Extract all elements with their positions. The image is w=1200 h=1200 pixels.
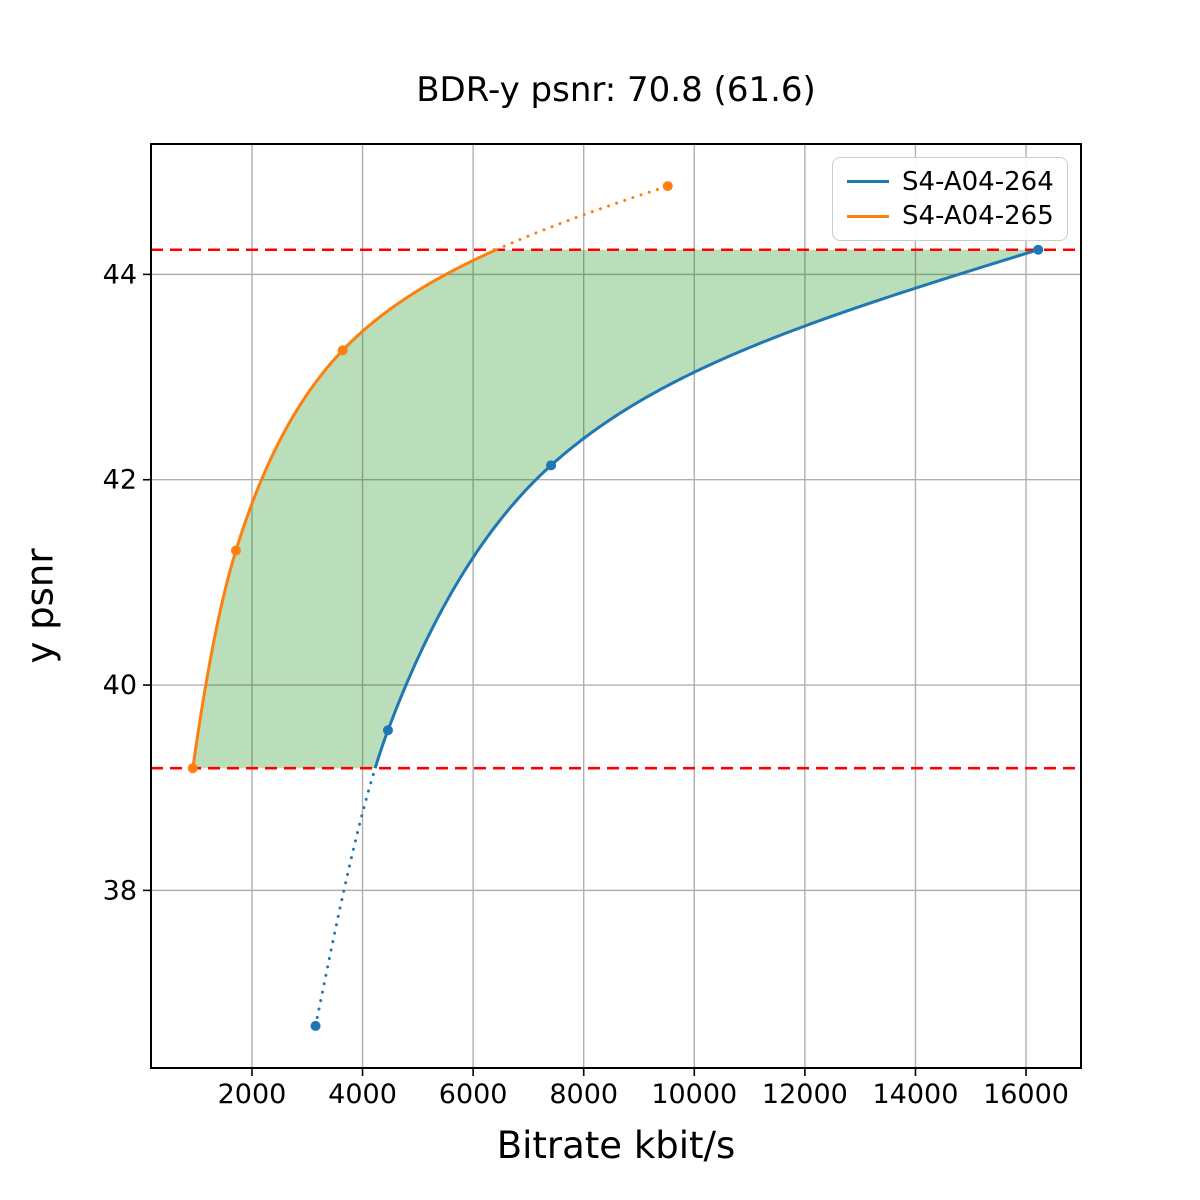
svg-text:14000: 14000 [873, 1079, 959, 1110]
svg-text:42: 42 [103, 465, 137, 496]
svg-text:16000: 16000 [983, 1079, 1069, 1110]
svg-text:8000: 8000 [549, 1079, 618, 1110]
overlap-bound-lines [151, 248, 1081, 770]
grid [151, 144, 1081, 1068]
markers-S4-A04-264 [310, 244, 1044, 1031]
svg-text:12000: 12000 [762, 1079, 848, 1110]
legend-entry: S4-A04-265 [847, 202, 1057, 231]
svg-text:2000: 2000 [218, 1079, 287, 1110]
svg-text:10000: 10000 [651, 1079, 737, 1110]
axes-spines [150, 143, 1082, 1069]
bd-area-fill [192, 249, 1039, 769]
legend-label: S4-A04-264 [902, 166, 1054, 197]
x-axis-label: Bitrate kbit/s [496, 1124, 736, 1167]
legend: S4-A04-264 S4-A04-265 [832, 157, 1068, 241]
series-S4-A04-265 [191, 184, 670, 769]
x-axis-ticks: 2000 4000 6000 8000 10000 12000 14000 16000 [218, 1068, 1069, 1110]
chart-title: BDR-y psnr: 70.8 (61.6) [416, 70, 816, 110]
legend-entry: S4-A04-264 [847, 166, 1057, 197]
series-S4-A04-264 [314, 248, 1039, 1028]
svg-text:38: 38 [103, 875, 137, 906]
legend-label: S4-A04-265 [902, 200, 1054, 231]
svg-text:6000: 6000 [439, 1079, 508, 1110]
svg-text:44: 44 [103, 259, 137, 290]
y-axis-label: y psnr [18, 548, 62, 664]
y-axis-ticks: 38 40 42 44 [103, 259, 151, 906]
svg-text:4000: 4000 [328, 1079, 397, 1110]
markers-S4-A04-265 [187, 181, 673, 774]
legend-line-sample [847, 214, 889, 218]
svg-text:40: 40 [103, 670, 137, 701]
legend-line-sample [847, 180, 889, 184]
